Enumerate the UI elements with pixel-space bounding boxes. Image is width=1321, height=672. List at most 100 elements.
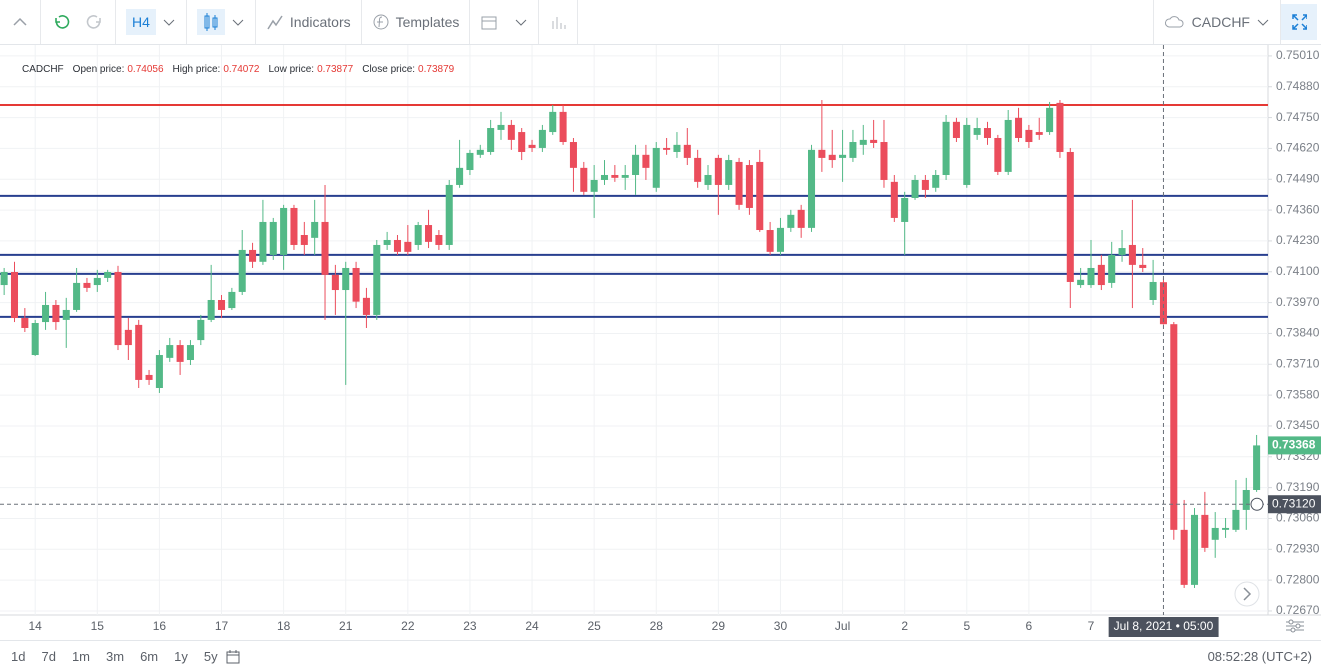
candle-body — [983, 128, 992, 138]
candle-body — [528, 144, 536, 148]
candle-body — [10, 272, 19, 319]
candle-body — [83, 282, 91, 288]
axis-settings[interactable] — [1285, 619, 1305, 633]
templates-label: Templates — [395, 14, 460, 30]
x-tick-label: 29 — [712, 619, 726, 633]
candle-body — [963, 124, 971, 185]
candle-body — [1222, 527, 1230, 530]
candle-body — [797, 209, 805, 228]
candle-body — [942, 121, 950, 175]
candle-body — [290, 207, 298, 245]
candle-body — [331, 274, 339, 291]
x-tick-label: 23 — [463, 619, 477, 633]
candle-body — [818, 149, 826, 158]
range-button[interactable]: 1d — [11, 649, 26, 664]
y-tick-label: 0.74880 — [1276, 79, 1320, 93]
candle-body — [663, 147, 671, 150]
range-button[interactable]: 1y — [174, 649, 188, 664]
legend-item-value: 0.74072 — [223, 64, 260, 75]
legend-item-value: 0.73879 — [418, 64, 455, 75]
y-tick-label: 0.74230 — [1276, 233, 1320, 247]
candle-body — [1097, 264, 1105, 286]
legend-symbol: CADCHF — [22, 64, 64, 75]
fullscreen-button[interactable] — [1281, 4, 1317, 40]
x-tick-label: 16 — [153, 619, 167, 633]
candle-body — [590, 179, 598, 192]
candle-body — [932, 174, 940, 188]
range-button[interactable]: 1m — [71, 649, 90, 664]
interval-select[interactable]: H4 — [116, 0, 187, 44]
y-tick-label: 0.73970 — [1276, 295, 1320, 309]
next-button[interactable] — [1234, 581, 1260, 607]
candle-body — [580, 167, 588, 192]
candle-body — [456, 167, 464, 185]
candle-body — [973, 128, 981, 135]
chart-type[interactable] — [187, 0, 256, 44]
x-tick-label: 21 — [339, 619, 353, 633]
symbol-select[interactable]: CADCHF — [1152, 0, 1281, 44]
x-tick-label: 17 — [215, 619, 229, 633]
candle-body — [280, 207, 288, 255]
clock: 08:52:28 (UTC+2) — [1207, 649, 1312, 664]
date-picker[interactable] — [225, 649, 241, 665]
candle-body — [176, 345, 184, 362]
legend: CADCHF Open price: 0.74056 High price: 0.740… — [22, 64, 455, 75]
candle-body — [911, 179, 919, 198]
candle-body — [1211, 527, 1219, 540]
x-tick-label: 18 — [277, 619, 291, 633]
candle-body — [1128, 244, 1136, 265]
candle-body — [952, 121, 960, 138]
candle-body — [735, 161, 743, 205]
candle-body — [73, 282, 81, 310]
candle-body — [1046, 107, 1054, 133]
candle-body — [1108, 254, 1116, 283]
templates-button[interactable]: Templates — [362, 0, 471, 44]
scroll-up[interactable] — [0, 0, 41, 44]
candle-body — [249, 249, 257, 262]
candle-body — [1139, 264, 1147, 268]
candle-body — [1253, 445, 1261, 490]
candle-body — [901, 197, 909, 222]
candle-body — [497, 124, 505, 130]
candle-body — [393, 239, 401, 252]
candle-body — [1066, 151, 1074, 282]
candle-body — [186, 345, 194, 361]
candle-body — [52, 304, 60, 323]
candle-body — [559, 111, 567, 143]
candle-body — [445, 184, 453, 245]
x-tick-label: Jul — [835, 619, 850, 633]
candle-body — [1190, 514, 1199, 585]
candle-body — [776, 227, 784, 252]
indicators-button[interactable]: Indicators — [256, 0, 362, 44]
candle-body — [704, 174, 712, 185]
last-price-label: 0.73368 — [1272, 438, 1316, 452]
y-tick-label: 0.74100 — [1276, 264, 1320, 278]
candle-body — [839, 154, 847, 158]
range-buttons: 1d 7d 1m 3m 6m 1y 5y — [0, 649, 223, 664]
indicators-label: Indicators — [289, 14, 351, 30]
y-tick-label: 0.73710 — [1276, 356, 1320, 370]
candle-body — [362, 297, 370, 315]
candle-body — [207, 299, 215, 320]
range-button[interactable]: 5y — [203, 649, 218, 664]
candle-body — [642, 154, 650, 168]
x-tick-label: 30 — [774, 619, 788, 633]
candle-body — [1170, 324, 1178, 530]
candle-body — [145, 374, 153, 380]
range-button[interactable]: 7d — [41, 649, 56, 664]
interval[interactable]: H4 — [126, 9, 156, 35]
candle-body — [756, 161, 764, 231]
undo-redo[interactable] — [41, 0, 116, 44]
x-tick-label: 15 — [91, 619, 105, 633]
candle-body — [0, 272, 8, 286]
volume-button[interactable] — [539, 0, 579, 44]
candle-body — [217, 299, 226, 310]
range-button[interactable]: 6m — [140, 649, 159, 664]
candle-body — [476, 149, 484, 155]
candle-body — [849, 142, 857, 158]
range-button[interactable]: 3m — [106, 649, 125, 664]
candle-body — [414, 225, 422, 245]
candle-body — [1056, 102, 1064, 152]
candle-body — [890, 181, 898, 218]
calendar-button[interactable] — [470, 0, 540, 44]
